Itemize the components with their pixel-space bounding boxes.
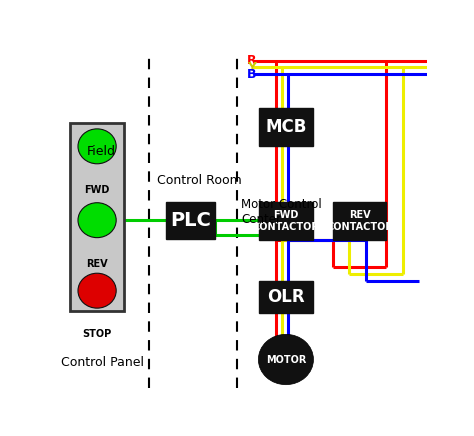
Text: B: B xyxy=(246,68,256,81)
Text: REV: REV xyxy=(86,259,108,269)
Text: OLR: OLR xyxy=(267,288,305,306)
Circle shape xyxy=(78,129,116,164)
Text: Control Panel: Control Panel xyxy=(61,356,144,369)
FancyBboxPatch shape xyxy=(333,202,386,240)
Text: MCB: MCB xyxy=(265,118,307,136)
Text: FWD: FWD xyxy=(84,185,110,195)
FancyBboxPatch shape xyxy=(259,281,313,313)
Text: STOP: STOP xyxy=(82,329,112,339)
FancyBboxPatch shape xyxy=(259,108,313,146)
Text: Control Room: Control Room xyxy=(156,174,241,187)
Circle shape xyxy=(78,273,116,308)
Text: MOTOR: MOTOR xyxy=(266,354,306,364)
FancyBboxPatch shape xyxy=(70,123,124,311)
Text: R: R xyxy=(246,54,256,67)
Text: Field: Field xyxy=(87,145,116,158)
Text: REV
CONTACTOR: REV CONTACTOR xyxy=(326,210,393,232)
Text: PLC: PLC xyxy=(170,211,211,230)
FancyBboxPatch shape xyxy=(166,202,215,238)
Text: Y: Y xyxy=(246,61,255,74)
Circle shape xyxy=(258,334,313,385)
Text: Motor Control
Center: Motor Control Center xyxy=(241,198,322,226)
Circle shape xyxy=(78,203,116,238)
FancyBboxPatch shape xyxy=(259,202,313,240)
Text: FWD
CONTACTOR: FWD CONTACTOR xyxy=(253,210,319,232)
